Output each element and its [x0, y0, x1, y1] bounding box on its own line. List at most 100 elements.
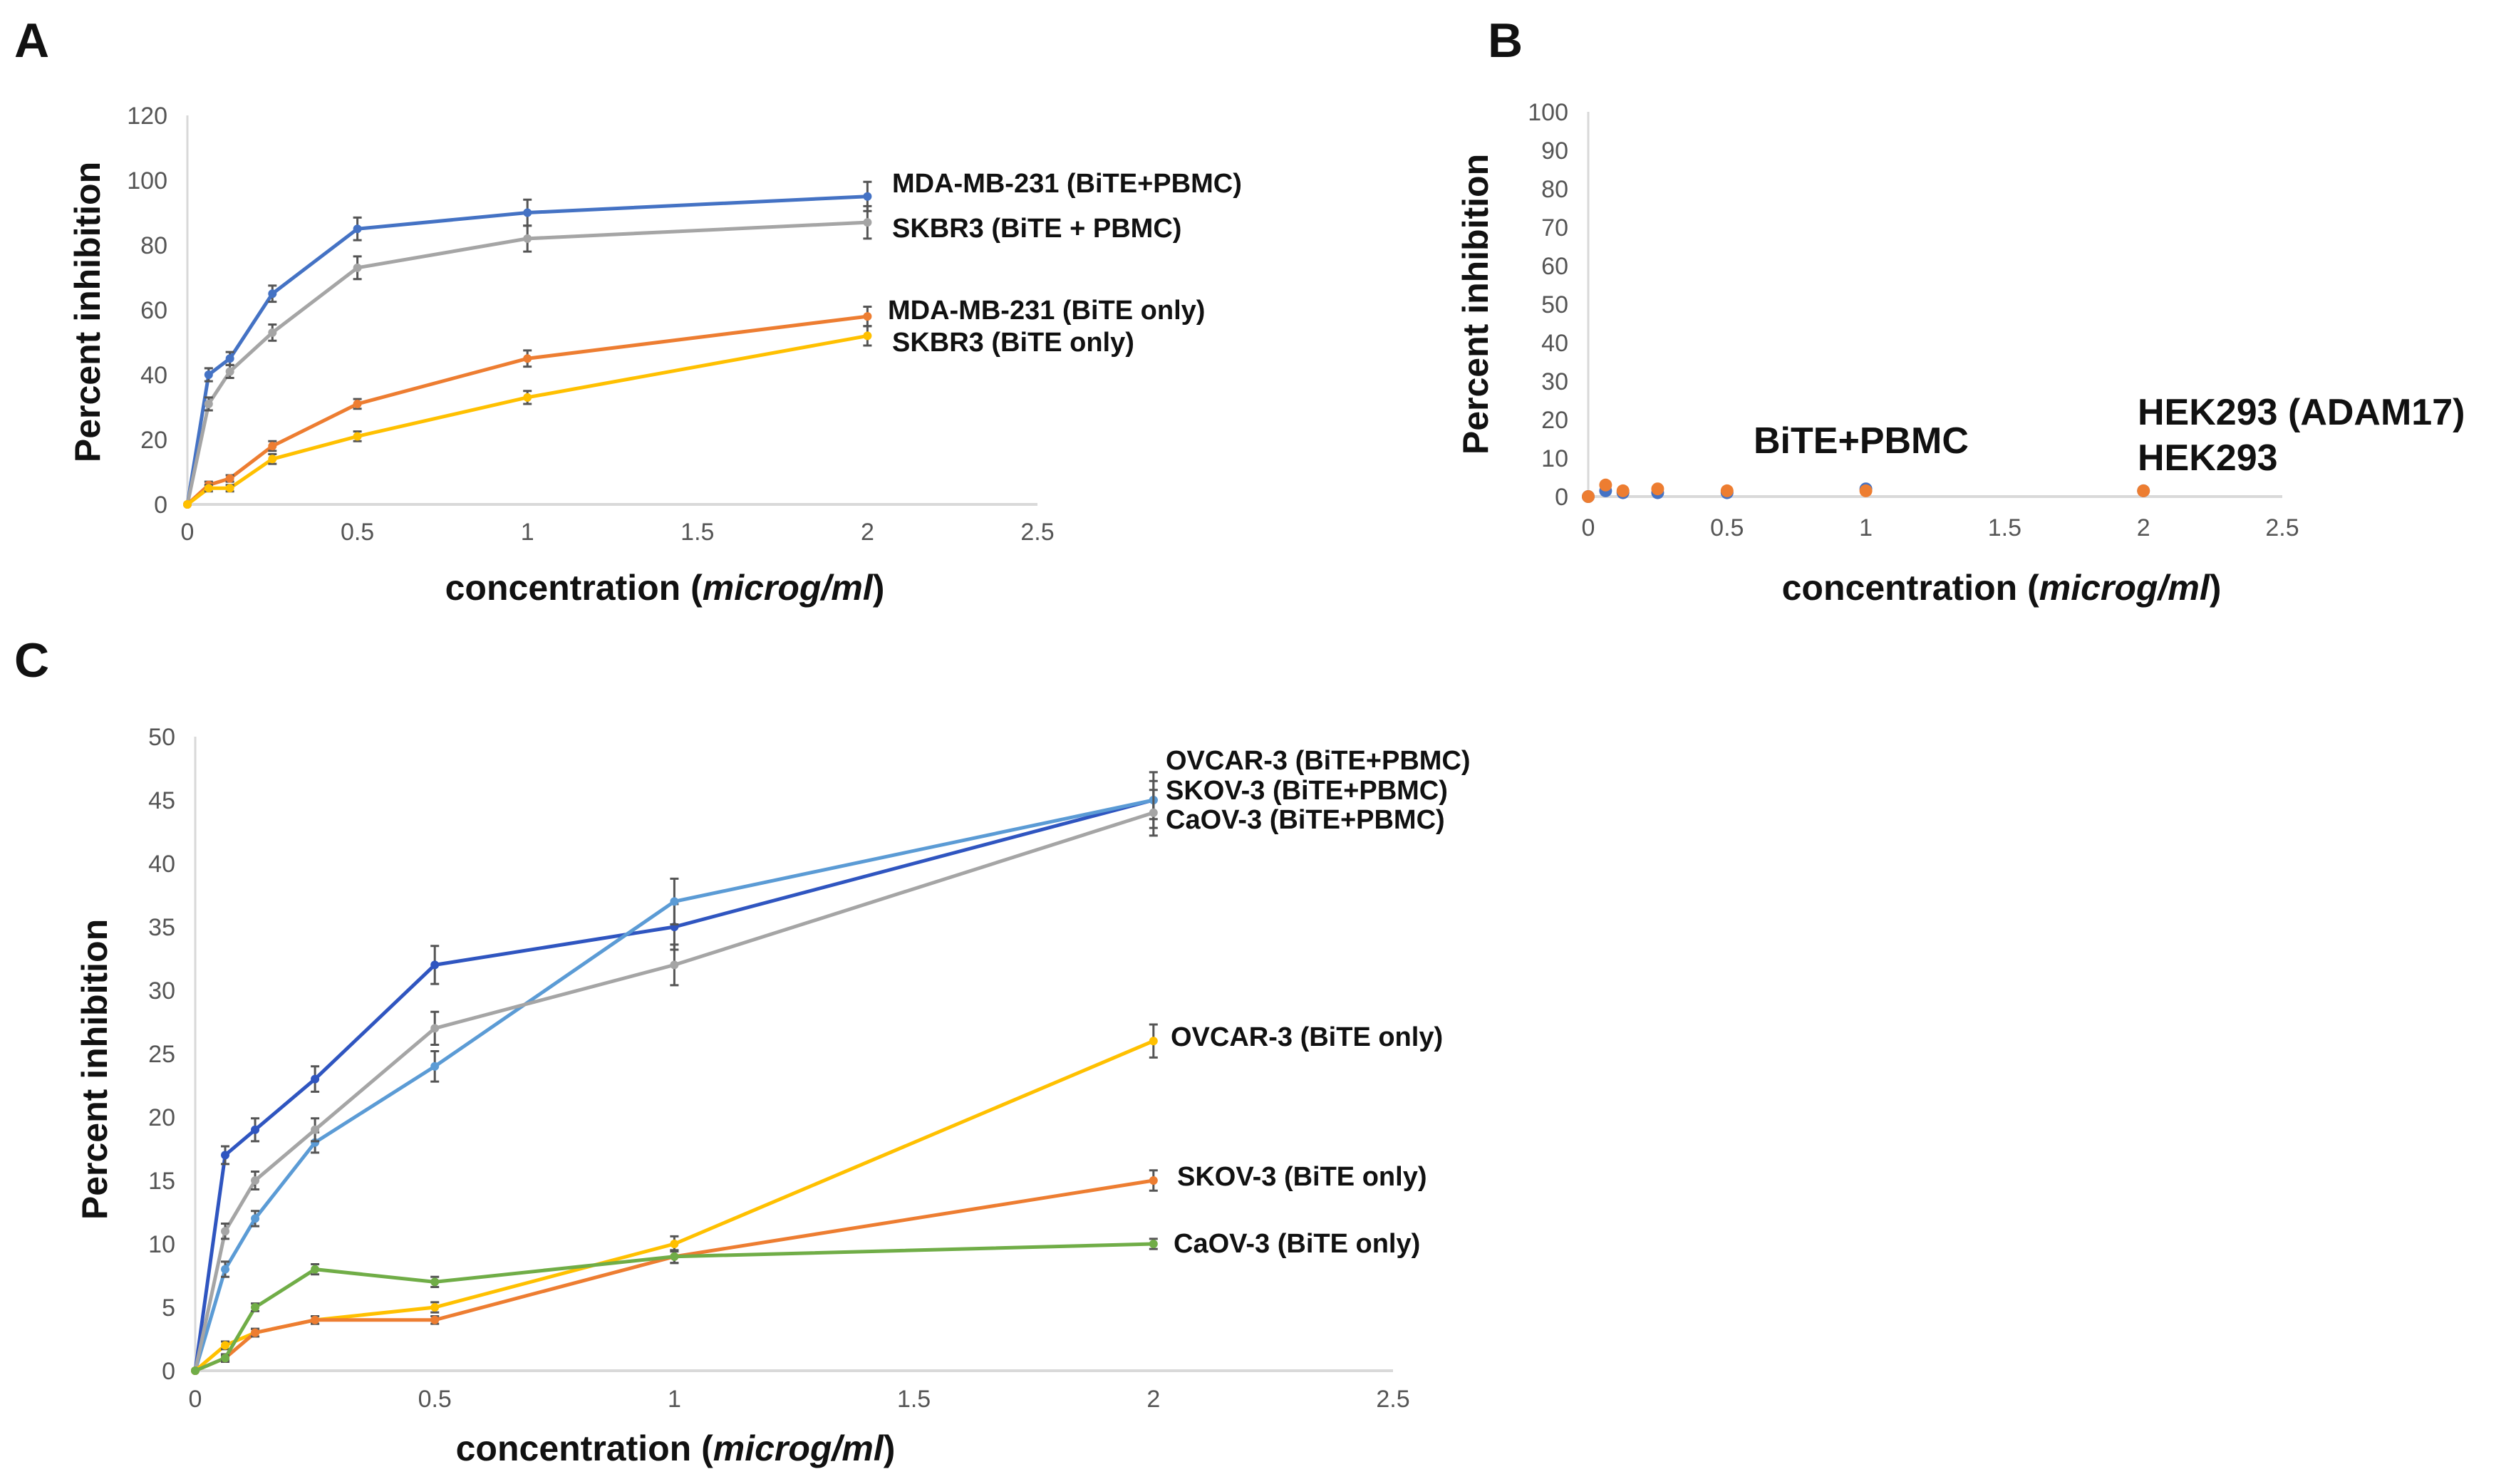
y-tick-label: 25	[148, 1041, 175, 1068]
data-point	[251, 1176, 260, 1185]
y-tick-label: 80	[1541, 176, 1568, 203]
data-point	[268, 289, 277, 299]
y-tick-label: 0	[162, 1358, 175, 1385]
data-point	[523, 354, 532, 363]
x-tick-label: 2	[2137, 514, 2150, 541]
data-point	[523, 208, 532, 217]
y-tick-label: 5	[162, 1294, 175, 1322]
series-label: SKBR3 (BiTE only)	[892, 328, 1134, 358]
series-label: MDA-MB-231 (BiTE+PBMC)	[892, 169, 1242, 199]
series-label: OVCAR-3 (BiTE+PBMC)	[1166, 746, 1471, 776]
data-point	[1149, 1176, 1158, 1185]
data-point	[311, 1265, 320, 1274]
data-point	[430, 1062, 440, 1071]
x-tick-label: 2.5	[1376, 1386, 1409, 1413]
y-tick-label: 45	[148, 787, 175, 814]
y-tick-label: 40	[140, 362, 167, 389]
y-tick-label: 80	[140, 232, 167, 259]
data-point	[251, 1328, 260, 1337]
y-tick-label: 40	[148, 851, 175, 878]
data-point	[1149, 1037, 1158, 1046]
x-tick-label: 2	[861, 519, 874, 546]
annotation-hek293-adam17: HEK293 (ADAM17)	[2138, 392, 2465, 433]
y-axis-title-c: Percent inhibition	[75, 919, 115, 1220]
data-point	[311, 1125, 320, 1134]
data-point	[430, 1315, 440, 1324]
series-caov-3-bite-only-	[191, 1237, 1158, 1375]
y-tick-label: 20	[148, 1104, 175, 1131]
series-line	[186, 314, 868, 506]
x-tick-label: 1.5	[680, 519, 714, 546]
data-point	[1582, 490, 1595, 503]
data-point	[268, 455, 277, 464]
panel-label-b: B	[1488, 14, 1523, 68]
panel-label-a: A	[14, 14, 49, 68]
data-point	[221, 1354, 230, 1363]
data-point	[353, 399, 362, 408]
chart-panel-c: 0 0.5 1 1.5 2 2.5 0 5 10 15 20 25 30 35 40 45 50	[148, 724, 1409, 1413]
x-tick-label: 1.5	[897, 1386, 931, 1413]
y-tick-label: 20	[140, 427, 167, 454]
data-point	[863, 331, 872, 341]
data-point	[221, 1227, 230, 1236]
x-axis-title-c: concentration (microg/ml)	[456, 1428, 896, 1468]
data-point	[353, 432, 362, 441]
y-tick-label: 20	[1541, 407, 1568, 434]
y-tick-label: 60	[1541, 253, 1568, 280]
data-point	[225, 354, 234, 363]
data-point	[670, 1252, 679, 1261]
data-point	[221, 1341, 230, 1350]
x-axis-title-a: concentration (microg/ml)	[445, 568, 885, 608]
x-tick-label: 2	[1146, 1386, 1160, 1413]
y-axis-title-a: Percent inhibition	[68, 162, 108, 462]
x-tick-label: 0.5	[1710, 514, 1744, 541]
x-tick-label: 0	[181, 519, 195, 546]
y-tick-label: 50	[148, 724, 175, 751]
y-tick-label: 10	[148, 1231, 175, 1258]
y-tick-label: 0	[1555, 484, 1568, 511]
data-point	[670, 897, 679, 906]
data-point	[251, 1214, 260, 1223]
data-point	[191, 1366, 200, 1375]
data-point	[268, 328, 277, 337]
x-tick-label: 1	[521, 519, 534, 546]
annotation-hek293: HEK293	[2138, 437, 2278, 479]
data-point	[204, 399, 213, 408]
y-tick-label: 40	[1541, 330, 1568, 357]
y-tick-label: 0	[154, 492, 167, 519]
y-tick-label: 60	[140, 297, 167, 324]
series-line	[195, 1178, 1154, 1373]
y-tick-label: 35	[148, 914, 175, 941]
x-tick-label: 1.5	[1988, 514, 2021, 541]
series-label: SKOV-3 (BiTE only)	[1177, 1162, 1427, 1192]
data-point	[353, 224, 362, 234]
series-label: CaOV-3 (BiTE+PBMC)	[1166, 805, 1445, 835]
x-tick-label: 0.5	[341, 519, 374, 546]
data-point	[268, 442, 277, 451]
y-tick-label: 90	[1541, 137, 1568, 165]
data-point	[863, 218, 872, 227]
x-tick-label: 2.5	[2265, 514, 2299, 541]
data-point	[1651, 482, 1664, 496]
y-tick-label: 30	[1541, 368, 1568, 395]
annotation-bite-pbmc: BiTE+PBMC	[1754, 420, 1969, 462]
data-point	[204, 370, 213, 379]
y-tick-label: 50	[1541, 291, 1568, 318]
x-axis-title-b: concentration (microg/ml)	[1782, 568, 2222, 608]
series-label: OVCAR-3 (BiTE only)	[1171, 1022, 1443, 1052]
data-point	[430, 1303, 440, 1312]
series-skbr3-bite-pbmc-	[183, 204, 872, 509]
data-point	[670, 960, 679, 970]
data-point	[311, 1315, 320, 1324]
series-label: SKBR3 (BiTE + PBMC)	[892, 214, 1181, 244]
panel-label-c: C	[14, 633, 49, 687]
series-ovcar-3-bite-pbmc-	[191, 771, 1158, 1375]
y-tick-label: 15	[148, 1168, 175, 1195]
x-tick-label: 1	[1859, 514, 1873, 541]
data-point	[1599, 478, 1612, 492]
data-point	[225, 484, 234, 493]
data-point	[863, 312, 872, 321]
chart-panel-b: 0 0.5 1 1.5 2 2.5 0 10 20 30 40 50 60 70 80 90 100	[1528, 99, 2299, 541]
y-tick-label: 70	[1541, 214, 1568, 242]
data-point	[1616, 484, 1630, 497]
